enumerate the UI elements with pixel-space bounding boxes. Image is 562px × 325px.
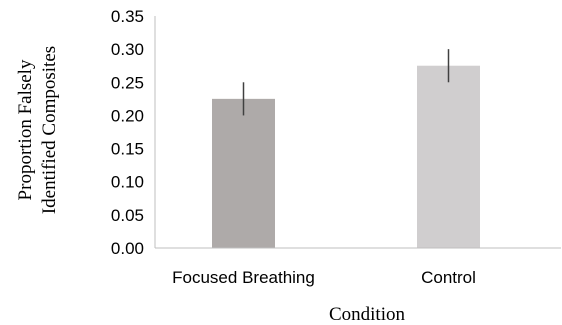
y-axis-title-line-1: Proportion Falsely <box>15 59 36 200</box>
y-tick-label: 0.15 <box>111 140 144 159</box>
y-tick-label: 0.10 <box>111 173 144 192</box>
bar-2 <box>417 65 480 248</box>
y-axis-ticks: 0.00 0.05 0.10 0.15 0.20 0.25 0.30 0.35 <box>111 7 144 258</box>
y-tick-label: 0.30 <box>111 40 144 59</box>
x-category-label: Focused Breathing <box>172 268 315 287</box>
y-tick-label: 0.25 <box>111 73 144 92</box>
x-category-label: Control <box>421 268 476 287</box>
y-tick-label: 0.20 <box>111 106 144 125</box>
bar-1 <box>212 98 275 248</box>
y-axis-title-line-2: Identified Composites <box>39 46 60 214</box>
y-tick-label: 0.05 <box>111 206 144 225</box>
x-axis-title: Condition <box>329 304 406 325</box>
error-bars <box>242 49 450 116</box>
y-tick-label: 0.35 <box>111 7 144 26</box>
y-tick-label: 0.00 <box>111 239 144 258</box>
x-axis-category-labels: Focused Breathing Control <box>172 268 476 287</box>
bars <box>212 65 480 248</box>
y-axis-title: Proportion Falsely Identified Composites <box>15 46 60 214</box>
